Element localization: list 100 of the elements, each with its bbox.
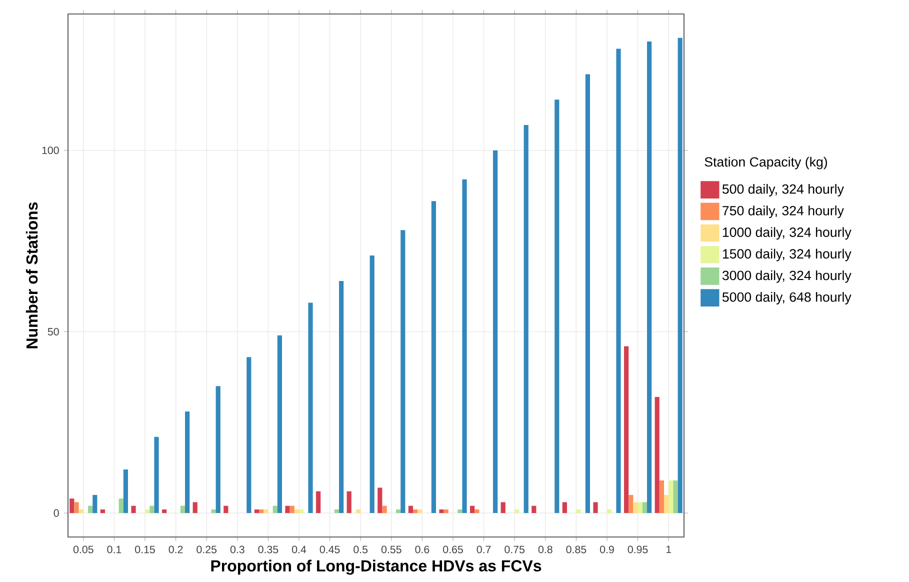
- bar: [624, 346, 629, 514]
- bar: [458, 509, 462, 514]
- bar: [593, 502, 598, 514]
- x-tick-label: 0.6: [415, 546, 430, 554]
- x-tick-label: 0.35: [258, 546, 278, 554]
- x-tick-label: 0.5: [354, 546, 368, 554]
- x-tick-label: 0.7: [476, 546, 491, 554]
- x-tick-label: 0.05: [73, 546, 94, 554]
- bar: [150, 506, 154, 514]
- bar: [439, 509, 444, 514]
- x-axis-title: Proportion of Long-Distance HDVs as FCVs: [211, 560, 542, 575]
- legend-title: Station Capacity (kg): [704, 156, 828, 170]
- bar: [616, 48, 621, 514]
- bar: [339, 280, 344, 514]
- bar: [162, 509, 167, 514]
- bar: [272, 506, 278, 514]
- legend-label: 3000 daily, 324 hourly: [722, 270, 852, 283]
- bar: [259, 509, 264, 514]
- legend-label: 1000 daily, 324 hourly: [722, 227, 852, 240]
- bar: [638, 502, 642, 514]
- y-tick-label: 100: [42, 146, 59, 154]
- bar: [668, 480, 674, 514]
- x-tick-label: 0.25: [196, 546, 217, 554]
- bar: [264, 509, 268, 514]
- bar: [418, 509, 422, 514]
- x-tick-label: 0.65: [443, 546, 463, 554]
- bar: [444, 509, 448, 514]
- bar: [356, 509, 361, 514]
- bar: [647, 42, 652, 514]
- x-tick-label: 0.45: [320, 546, 340, 554]
- bar: [524, 124, 528, 514]
- bar: [316, 491, 321, 514]
- bar: [277, 335, 282, 514]
- bar: [308, 302, 313, 514]
- bar: [290, 506, 294, 514]
- bar: [431, 201, 436, 514]
- bar: [532, 506, 536, 514]
- bar: [607, 509, 612, 514]
- bar: [664, 494, 669, 514]
- bar: [192, 502, 198, 514]
- x-tick-label: 0.4: [292, 546, 306, 554]
- bar: [514, 509, 520, 514]
- bar: [145, 509, 150, 514]
- y-tick-label: 50: [48, 328, 59, 336]
- legend-label: 500 daily, 324 hourly: [722, 184, 844, 196]
- legend-label: 1500 daily, 324 hourly: [722, 248, 852, 262]
- bar: [224, 506, 228, 514]
- bar: [123, 470, 128, 514]
- x-tick-label: 1: [666, 546, 672, 554]
- bar: [642, 502, 648, 514]
- bar: [493, 150, 498, 514]
- bar: [378, 488, 382, 514]
- x-tick-label: 0.85: [566, 546, 586, 554]
- bar: [92, 494, 98, 514]
- bar: [633, 502, 638, 514]
- bar: [88, 506, 93, 514]
- bar: [216, 386, 220, 514]
- bar: [654, 397, 660, 514]
- legend-label: 750 daily, 324 hourly: [722, 206, 844, 218]
- bar: [299, 509, 304, 514]
- bar: [659, 480, 664, 514]
- x-tick-label: 0.3: [230, 546, 244, 554]
- x-tick-label: 0.55: [381, 546, 402, 554]
- bar: [408, 506, 414, 514]
- legend-label: 5000 daily, 648 hourly: [722, 292, 852, 304]
- bar: [70, 498, 74, 514]
- bar: [382, 506, 387, 514]
- bar: [294, 509, 300, 514]
- bar: [462, 179, 467, 514]
- bar: [185, 412, 190, 514]
- bar: [400, 230, 406, 514]
- bar: [211, 509, 216, 514]
- bar: [562, 502, 568, 514]
- x-tick-label: 0.2: [168, 546, 183, 554]
- bar: [180, 506, 185, 514]
- x-tick-label: 0.75: [504, 546, 525, 554]
- bar: [246, 357, 252, 514]
- bar: [673, 480, 678, 514]
- bar: [346, 491, 352, 514]
- bar: [154, 436, 159, 514]
- y-axis-title: Number of Stations: [26, 202, 38, 348]
- x-tick-label: 0.15: [135, 546, 155, 554]
- bar: [474, 509, 480, 514]
- bar: [396, 509, 401, 514]
- bar: [585, 74, 590, 514]
- bar: [78, 509, 84, 514]
- bar: [413, 509, 418, 514]
- bar: [74, 502, 79, 514]
- bar: [576, 509, 581, 514]
- x-tick-label: 0.1: [107, 546, 122, 554]
- bar: [554, 100, 560, 514]
- bar: [118, 498, 124, 514]
- bar: [285, 506, 290, 514]
- bar: [370, 256, 374, 514]
- bar: [628, 494, 634, 514]
- x-tick-label: 0.95: [628, 546, 648, 554]
- x-tick-label: 0.8: [538, 546, 552, 554]
- bar: [334, 509, 340, 514]
- bar: [100, 509, 106, 514]
- y-tick-label: 0: [54, 509, 59, 517]
